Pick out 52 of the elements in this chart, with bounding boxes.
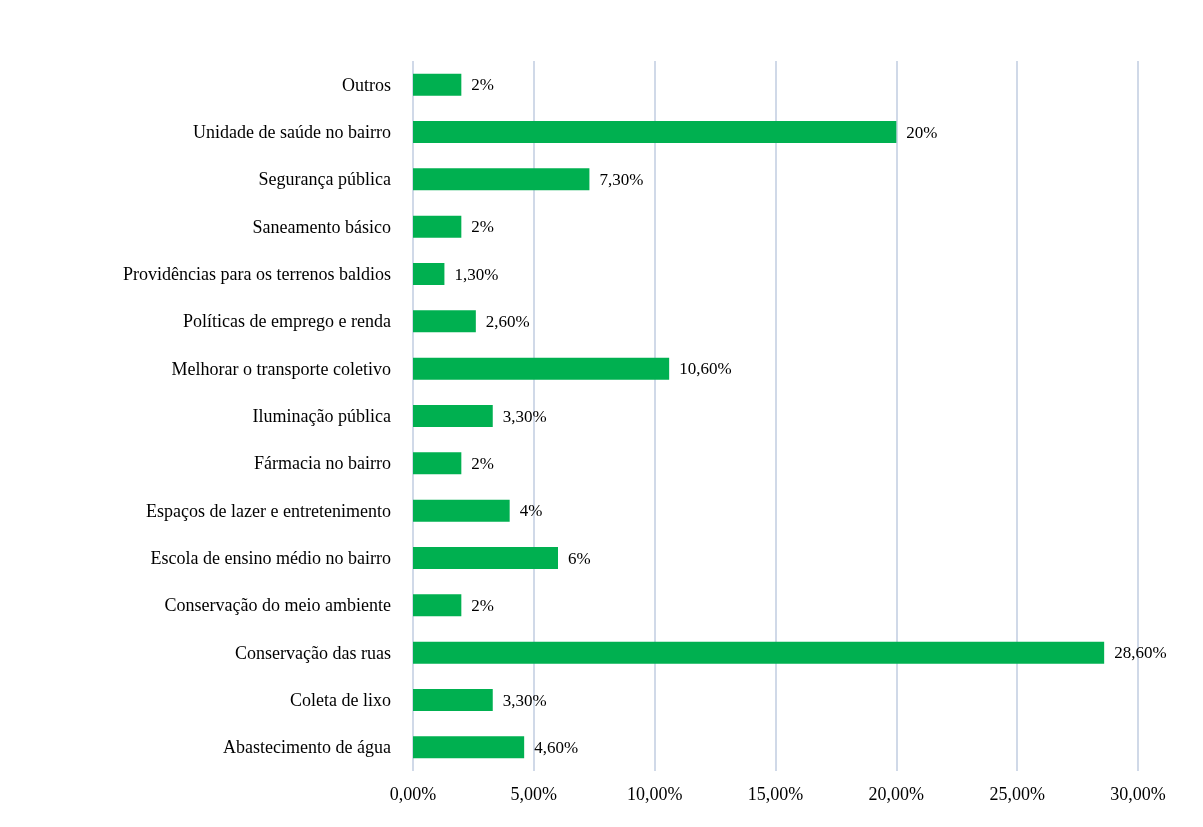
y-tick-label: Segurança pública [258, 169, 391, 190]
bar [413, 405, 493, 427]
x-tick-label: 30,00% [1110, 784, 1166, 804]
data-label: 2% [471, 75, 495, 95]
x-tick-label: 5,00% [510, 784, 558, 804]
data-label: 2% [471, 453, 495, 473]
data-label: 4,60% [534, 737, 579, 757]
x-tick-label: 15,00% [747, 784, 804, 804]
bar [413, 452, 462, 475]
data-label: 2% [471, 217, 495, 237]
bar [413, 310, 476, 333]
y-tick-label: Providências para os terrenos baldios [123, 264, 391, 284]
y-tick-label: Coleta de lixo [290, 690, 391, 710]
data-label: 10,60% [679, 359, 732, 379]
bar [413, 641, 1105, 664]
y-tick-label: Outros [342, 74, 391, 95]
y-tick-label: Abastecimento de água [223, 737, 392, 758]
bar [413, 547, 558, 569]
data-label: 2,60% [485, 311, 530, 331]
x-tick-label: 25,00% [989, 784, 1045, 804]
y-tick-label: Fármacia no bairro [254, 453, 391, 474]
y-tick-label: Unidade de saúde no bairro [193, 122, 391, 142]
data-label: 4% [519, 501, 543, 521]
y-tick-label: Espaços de lazer e entretenimento [146, 500, 391, 521]
y-tick-label: Melhorar o transporte coletivo [171, 358, 391, 379]
bar [413, 357, 670, 380]
data-label: 3,30% [502, 690, 547, 710]
bar [413, 168, 590, 191]
data-label: 3,30% [502, 406, 547, 426]
y-tick-label: Saneamento básico [252, 216, 391, 237]
y-tick-label: Conservação do meio ambiente [164, 595, 391, 616]
data-label: 6% [568, 548, 591, 568]
bar [413, 121, 897, 143]
bar [413, 736, 525, 759]
x-tick-label: 20,00% [868, 784, 925, 804]
data-label: 28,60% [1114, 643, 1167, 663]
bar [413, 689, 493, 711]
data-label: 2% [471, 595, 495, 615]
y-tick-label: Escola de ensino médio no bairro [150, 548, 391, 568]
bar [413, 499, 510, 522]
x-tick-label: 10,00% [626, 784, 683, 804]
y-tick-label: Iluminação pública [252, 406, 391, 426]
y-tick-label: Políticas de emprego e renda [183, 311, 391, 332]
data-label: 7,30% [599, 169, 644, 189]
y-tick-label: Conservação das ruas [235, 642, 391, 663]
data-label: 20% [906, 122, 938, 142]
bar [413, 215, 462, 238]
bar [413, 73, 462, 96]
data-label: 1,30% [454, 264, 499, 284]
x-tick-label: 0,00% [389, 784, 437, 804]
bar [413, 594, 462, 617]
bar [413, 263, 445, 285]
